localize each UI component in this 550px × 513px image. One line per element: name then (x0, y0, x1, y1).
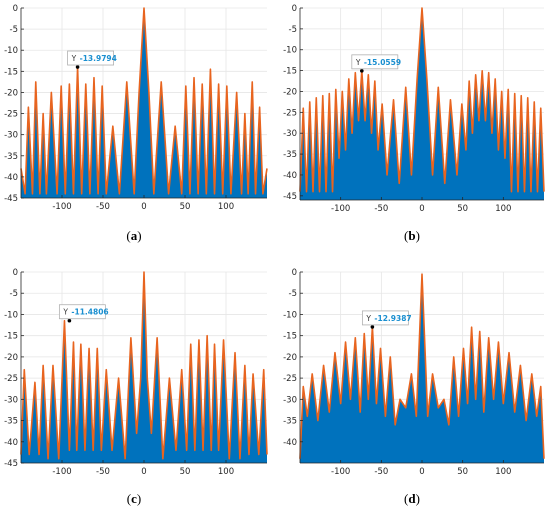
x-tick-label: -50 (96, 467, 110, 477)
y-tick-label: -15 (283, 332, 297, 342)
series-area (300, 8, 544, 200)
chart-panel-c: -100 -50 0 50 100 0 -5 -10 -15 -20 -25 -30 -35 -40 -45… (4, 268, 268, 506)
panel-caption: (a) (126, 228, 141, 243)
y-tick-label: -5 (289, 289, 297, 299)
y-tick-label: -35 (4, 152, 18, 162)
panel-caption: (b) (404, 228, 420, 243)
y-tick-label: -10 (283, 46, 297, 56)
x-tick-label: -100 (52, 467, 71, 477)
y-tick-label: -40 (283, 438, 297, 448)
y-tick-label: -45 (4, 194, 18, 204)
y-tick-label: -20 (4, 88, 18, 98)
datatip-box (58, 304, 106, 320)
panel-caption: (c) (127, 491, 141, 506)
y-tick-label: -20 (283, 353, 297, 363)
y-tick-label: -5 (289, 25, 297, 35)
datatip-box (67, 50, 114, 66)
x-tick-label: 0 (141, 467, 146, 477)
series-area (300, 274, 544, 463)
chart-panel-d: -100 -50 0 50 100 0 -5 -10 -15 -20 -25 -30 -35 -40 Y -1… (283, 268, 545, 506)
x-tick-label: -100 (331, 467, 350, 477)
chart-panel-a: -100 -50 0 50 100 0 -5 -10 -15 -20 -25 -30 -35 -40 -45… (4, 4, 268, 243)
datatip-marker[interactable] (75, 65, 80, 69)
y-tick-label: -5 (10, 289, 18, 299)
y-tick-label: -25 (283, 108, 297, 118)
y-tick-label: -35 (283, 417, 297, 427)
x-tick-label: -50 (96, 202, 110, 212)
y-tick-label: -10 (4, 46, 18, 56)
datatip-marker[interactable] (67, 318, 72, 323)
x-tick-label: -100 (52, 202, 71, 212)
y-tick-label: -40 (4, 438, 18, 448)
datatip-value: -15.0559 (364, 58, 401, 67)
y-tick-label: -30 (4, 131, 18, 141)
x-tick-label: -50 (374, 467, 388, 477)
y-tick-label: -10 (4, 310, 18, 320)
datatip-marker[interactable] (370, 325, 375, 329)
x-tick-label: -100 (331, 204, 350, 214)
datatip-value: -11.4806 (71, 308, 108, 317)
y-tick-label: 0 (292, 4, 297, 14)
y-tick-label: -45 (4, 459, 18, 469)
y-tick-label: -25 (4, 374, 18, 384)
y-tick-label: 0 (13, 4, 18, 14)
y-tick-label: -15 (283, 67, 297, 77)
y-tick-label: -35 (4, 417, 18, 427)
y-tick-label: -30 (283, 395, 297, 405)
datatip-value: -12.9387 (374, 314, 411, 323)
x-tick-label: 0 (419, 467, 424, 477)
datatip-label: Y (71, 54, 77, 63)
x-tick-label: 50 (457, 467, 468, 477)
y-tick-label: -25 (4, 110, 18, 120)
x-tick-label: 100 (495, 204, 511, 214)
series-envelope-line (299, 7, 545, 193)
series-envelope-line (299, 273, 545, 459)
datatip-box (351, 54, 399, 70)
x-tick-label: -50 (374, 204, 388, 214)
datatip-label: Y (62, 308, 68, 317)
x-tick-label: 0 (419, 204, 424, 214)
chart-panel-b: -100 -50 0 50 100 0 -5 -10 -15 -20 -25 -30 -35 -40 -45… (283, 4, 545, 243)
datatip-marker[interactable] (360, 69, 364, 73)
y-tick-label: -20 (4, 353, 18, 363)
x-tick-label: 100 (218, 467, 234, 477)
series-envelope-line (20, 7, 268, 195)
y-tick-label: -40 (4, 173, 18, 183)
y-tick-label: -30 (283, 129, 297, 139)
y-tick-label: -35 (283, 150, 297, 160)
y-tick-label: -15 (4, 67, 18, 77)
y-tick-label: -20 (283, 87, 297, 97)
y-tick-label: 0 (13, 268, 18, 278)
series-envelope-line (20, 271, 268, 460)
y-tick-label: -25 (283, 374, 297, 384)
datatip-box (361, 310, 409, 326)
x-tick-label: 50 (180, 202, 191, 212)
panel-caption: (d) (404, 491, 420, 506)
x-tick-label: 50 (180, 467, 191, 477)
x-tick-label: 100 (495, 467, 511, 477)
datatip-label: Y (365, 314, 371, 323)
y-tick-label: -10 (283, 310, 297, 320)
y-tick-label: -30 (4, 395, 18, 405)
datatip-value: -13.9794 (80, 54, 117, 63)
y-tick-label: 0 (292, 268, 297, 278)
y-tick-label: -40 (283, 171, 297, 181)
datatip-label: Y (355, 58, 361, 67)
y-tick-label: -15 (4, 332, 18, 342)
x-tick-label: 100 (218, 202, 234, 212)
series-area (21, 272, 267, 463)
y-tick-label: -45 (283, 192, 297, 202)
y-tick-label: -5 (10, 25, 18, 35)
series-area (21, 8, 267, 198)
x-tick-label: 0 (141, 202, 146, 212)
x-tick-label: 50 (457, 204, 468, 214)
